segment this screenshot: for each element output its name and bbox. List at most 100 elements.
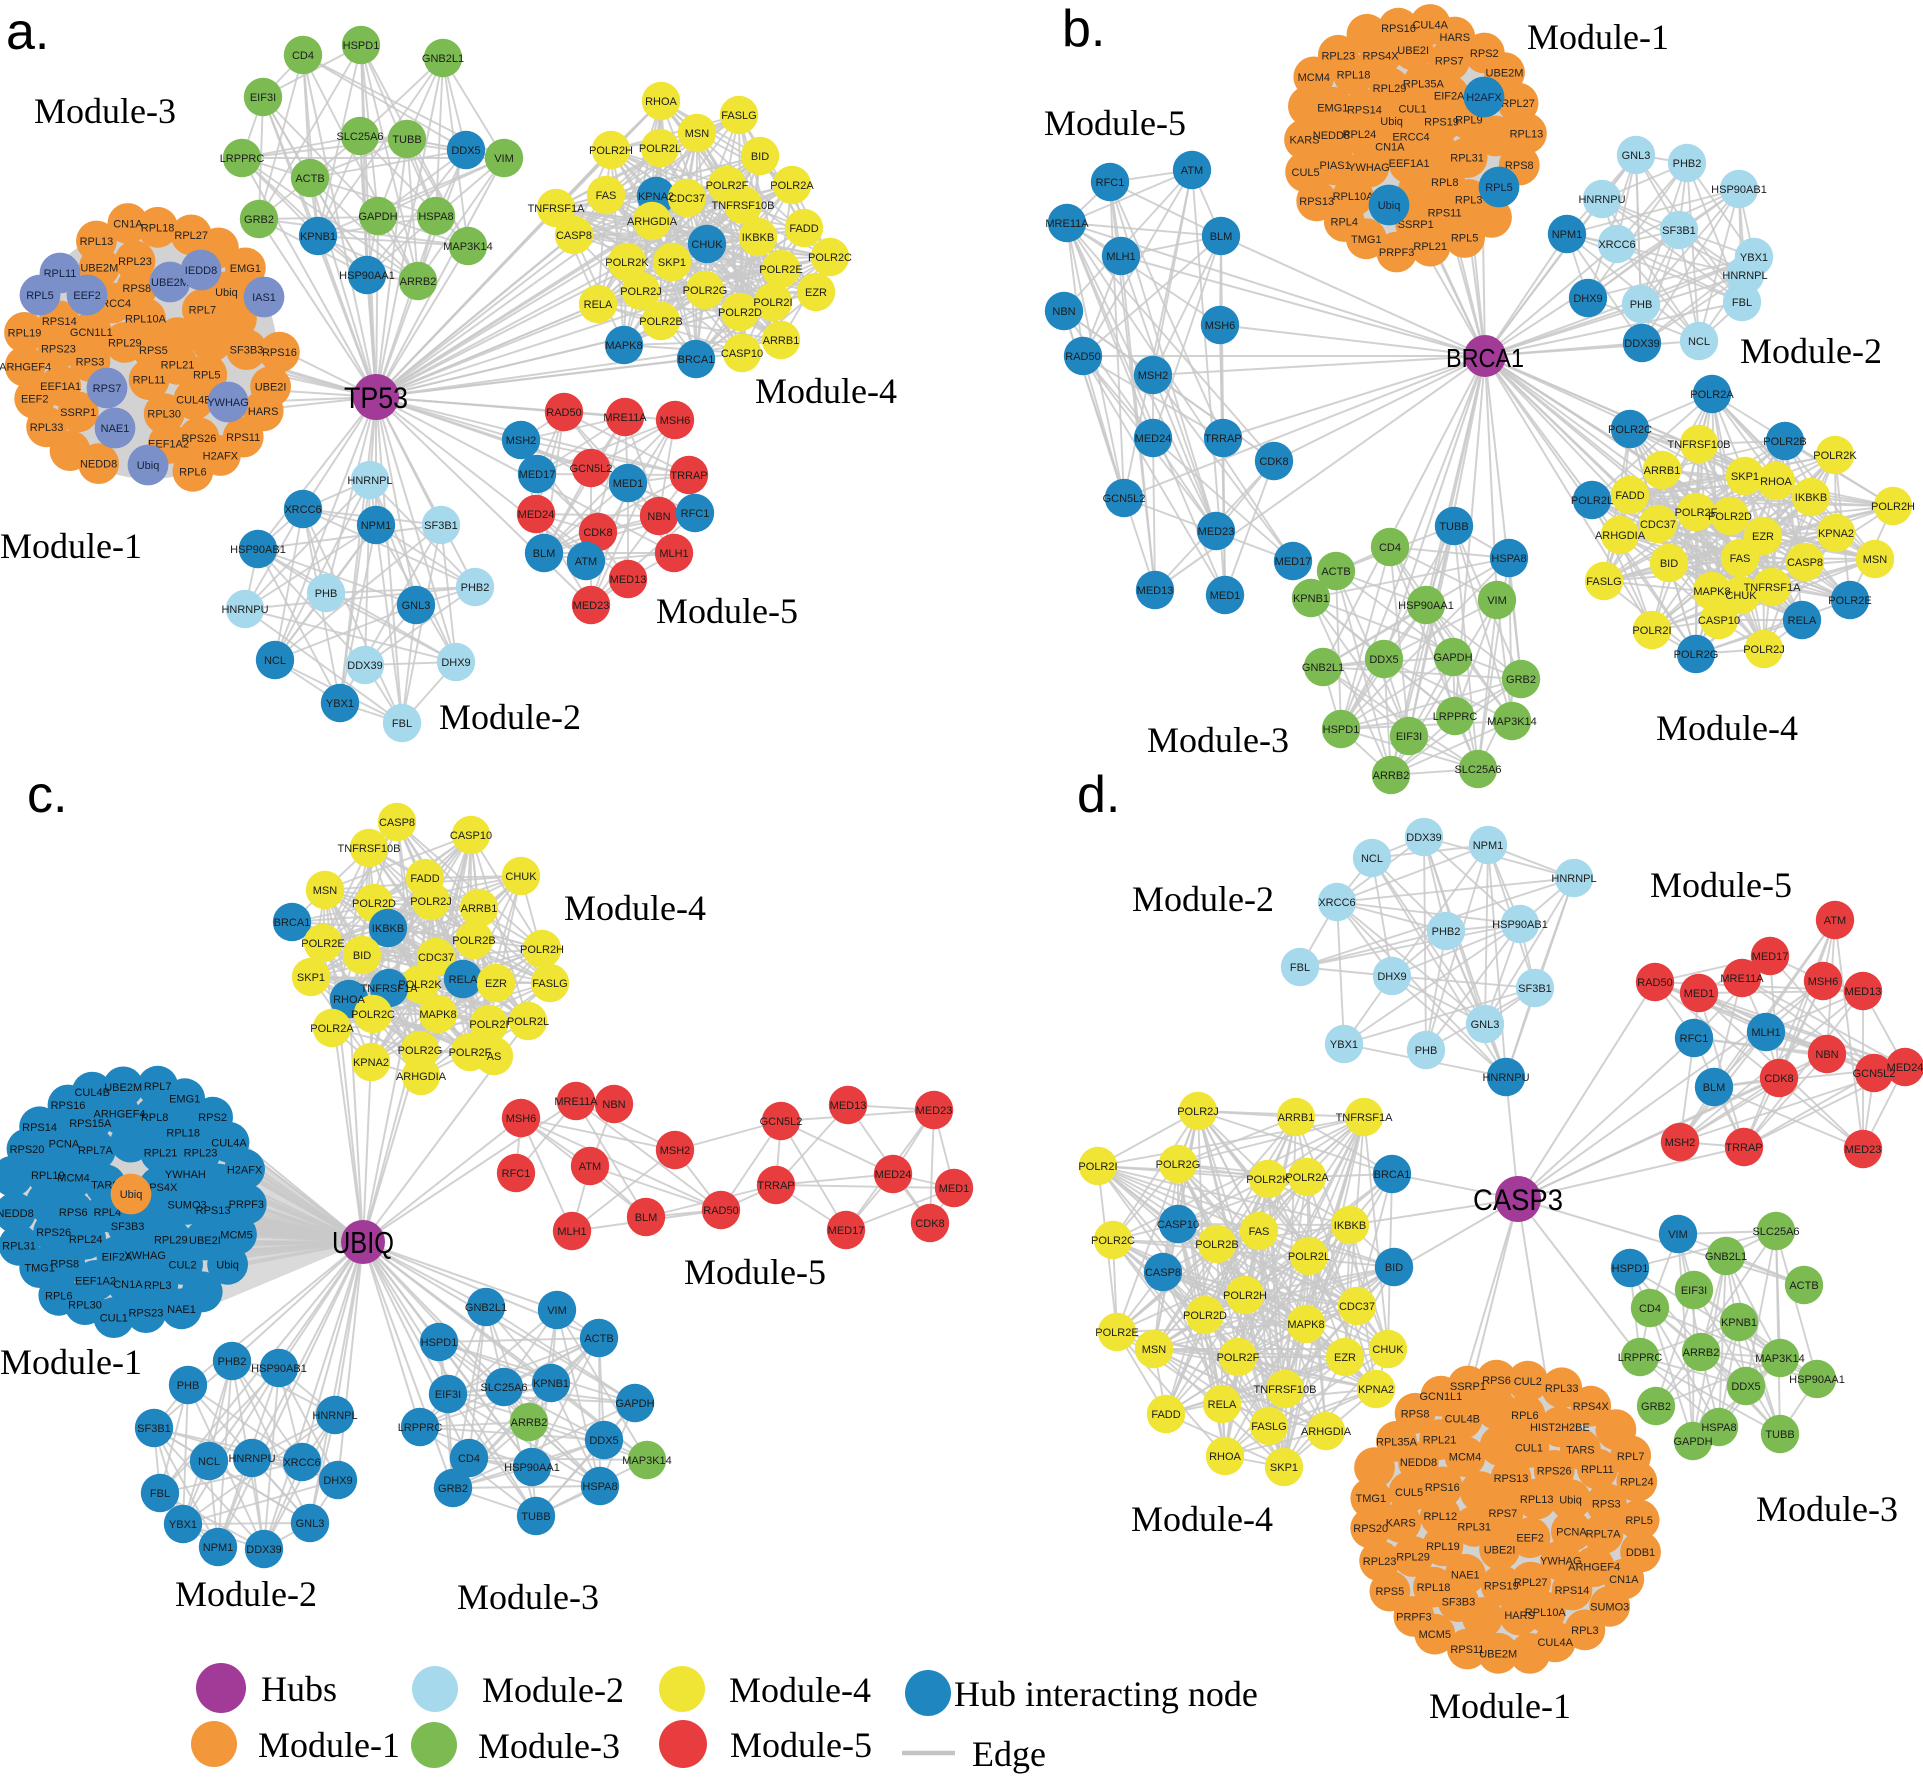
svg-text:HNRNPL: HNRNPL	[1722, 270, 1767, 282]
svg-text:EEF1A1: EEF1A1	[1389, 158, 1430, 170]
svg-text:MSN: MSN	[685, 128, 710, 140]
svg-text:MSH6: MSH6	[1205, 320, 1236, 332]
svg-text:HSP90AA1: HSP90AA1	[1789, 1374, 1845, 1386]
svg-text:RAD50: RAD50	[1637, 977, 1672, 989]
svg-text:MED23: MED23	[573, 600, 610, 612]
svg-text:RPL27: RPL27	[1501, 98, 1535, 110]
svg-text:TNFRSF1A: TNFRSF1A	[528, 203, 586, 215]
svg-text:PHB2: PHB2	[218, 1356, 247, 1368]
svg-text:POLR2K: POLR2K	[605, 257, 649, 269]
svg-text:GCN5L2: GCN5L2	[1853, 1068, 1896, 1080]
svg-text:SUMO3: SUMO3	[168, 1199, 207, 1211]
svg-text:RPS19: RPS19	[1424, 117, 1459, 129]
svg-text:RPL23: RPL23	[184, 1147, 218, 1159]
svg-text:RPS15A: RPS15A	[69, 1118, 112, 1130]
svg-text:RPS7: RPS7	[1489, 1508, 1518, 1520]
svg-text:TRRAP: TRRAP	[757, 1180, 794, 1192]
svg-text:DDB1: DDB1	[1626, 1547, 1655, 1559]
svg-text:Module-1: Module-1	[0, 526, 142, 566]
svg-text:UBE2I: UBE2I	[255, 382, 287, 394]
svg-text:CD4: CD4	[1639, 1303, 1661, 1315]
svg-text:ARRB2: ARRB2	[1373, 770, 1410, 782]
svg-text:MED13: MED13	[1845, 986, 1882, 998]
svg-text:HNRNPL: HNRNPL	[312, 1410, 357, 1422]
svg-text:NEDD8: NEDD8	[1313, 130, 1350, 142]
svg-text:RELA: RELA	[1208, 1399, 1237, 1411]
svg-text:RFC1: RFC1	[502, 1168, 531, 1180]
svg-text:CDK8: CDK8	[915, 1218, 944, 1230]
svg-text:RELA: RELA	[1788, 615, 1817, 627]
svg-text:POLR2F: POLR2F	[449, 1047, 492, 1059]
svg-text:CD4: CD4	[292, 50, 314, 62]
svg-text:EZR: EZR	[805, 287, 827, 299]
svg-text:POLR2G: POLR2G	[1674, 649, 1719, 661]
svg-text:Module-4: Module-4	[564, 888, 706, 928]
svg-text:BLM: BLM	[533, 548, 556, 560]
svg-text:CUL4B: CUL4B	[176, 395, 211, 407]
svg-text:HNRNPL: HNRNPL	[1551, 873, 1596, 885]
svg-text:CUL2: CUL2	[169, 1259, 197, 1271]
svg-text:RPS2: RPS2	[198, 1112, 227, 1124]
svg-text:NCL: NCL	[1688, 336, 1710, 348]
svg-text:CUL4A: CUL4A	[1537, 1637, 1573, 1649]
svg-text:MAP3K14: MAP3K14	[1487, 716, 1537, 728]
svg-text:FADD: FADD	[1615, 490, 1644, 502]
svg-text:POLR2D: POLR2D	[718, 307, 762, 319]
svg-text:FBL: FBL	[392, 718, 412, 730]
svg-text:GAPDH: GAPDH	[1433, 652, 1472, 664]
svg-text:ARRB1: ARRB1	[461, 903, 498, 915]
svg-text:ARRB2: ARRB2	[511, 1417, 548, 1429]
svg-text:RFC1: RFC1	[681, 508, 710, 520]
svg-text:NAE1: NAE1	[101, 423, 130, 435]
svg-text:EEF2: EEF2	[73, 290, 101, 302]
svg-text:RPL8: RPL8	[1431, 177, 1459, 189]
svg-text:MCM4: MCM4	[1449, 1452, 1481, 1464]
svg-text:SSRP1: SSRP1	[1398, 219, 1434, 231]
svg-text:CUL4A: CUL4A	[211, 1137, 247, 1149]
svg-text:HNRNPU: HNRNPU	[1482, 1072, 1529, 1084]
svg-text:FADD: FADD	[410, 873, 439, 885]
svg-text:POLR2H: POLR2H	[1871, 501, 1915, 513]
svg-text:POLR2F: POLR2F	[706, 180, 749, 192]
svg-text:ARRB2: ARRB2	[400, 276, 437, 288]
svg-text:MSH2: MSH2	[660, 1145, 691, 1157]
svg-text:POLR2E: POLR2E	[1095, 1327, 1138, 1339]
svg-text:DHX9: DHX9	[323, 1475, 352, 1487]
svg-text:ARHGDIA: ARHGDIA	[1301, 1426, 1352, 1438]
svg-text:CASP8: CASP8	[556, 230, 592, 242]
svg-text:NCL: NCL	[198, 1456, 220, 1468]
svg-text:EZR: EZR	[485, 978, 507, 990]
svg-text:SSRP1: SSRP1	[60, 407, 96, 419]
svg-text:HSP90AA1: HSP90AA1	[339, 270, 395, 282]
svg-text:RPS3: RPS3	[1592, 1499, 1621, 1511]
svg-text:TUBB: TUBB	[1765, 1429, 1794, 1441]
svg-text:RPL18: RPL18	[141, 222, 175, 234]
svg-text:CUL4A: CUL4A	[1412, 20, 1448, 32]
svg-text:CN1A: CN1A	[113, 219, 143, 231]
svg-text:UBE2I: UBE2I	[1397, 45, 1429, 57]
svg-text:MED1: MED1	[939, 1183, 970, 1195]
svg-text:RPL33: RPL33	[1545, 1383, 1579, 1395]
svg-text:SLC25A6: SLC25A6	[480, 1382, 527, 1394]
svg-text:TNFRSF1A: TNFRSF1A	[1336, 1112, 1394, 1124]
svg-text:GNL3: GNL3	[1471, 1019, 1500, 1031]
svg-text:a.: a.	[6, 3, 49, 61]
svg-text:MED24: MED24	[1135, 433, 1172, 445]
svg-text:CASP10: CASP10	[1157, 1219, 1199, 1231]
svg-text:SLC25A6: SLC25A6	[1454, 764, 1501, 776]
svg-text:TNFRSF10B: TNFRSF10B	[338, 843, 401, 855]
svg-text:CN1A: CN1A	[1609, 1574, 1639, 1586]
svg-text:TMG1: TMG1	[1356, 1493, 1387, 1505]
svg-text:ATM: ATM	[575, 556, 597, 568]
svg-text:ARHGDIA: ARHGDIA	[396, 1071, 447, 1083]
svg-text:RPL6: RPL6	[45, 1290, 73, 1302]
svg-text:VIM: VIM	[1487, 595, 1507, 607]
svg-text:ATM: ATM	[1181, 165, 1203, 177]
svg-text:POLR2H: POLR2H	[520, 944, 564, 956]
svg-text:POLR2J: POLR2J	[410, 896, 452, 908]
svg-text:POLR2C: POLR2C	[1091, 1235, 1135, 1247]
svg-text:POLR2C: POLR2C	[1608, 424, 1652, 436]
svg-text:TMG1: TMG1	[1351, 234, 1382, 246]
svg-text:POLR2G: POLR2G	[398, 1045, 443, 1057]
svg-text:YWHAG: YWHAG	[1540, 1556, 1582, 1568]
